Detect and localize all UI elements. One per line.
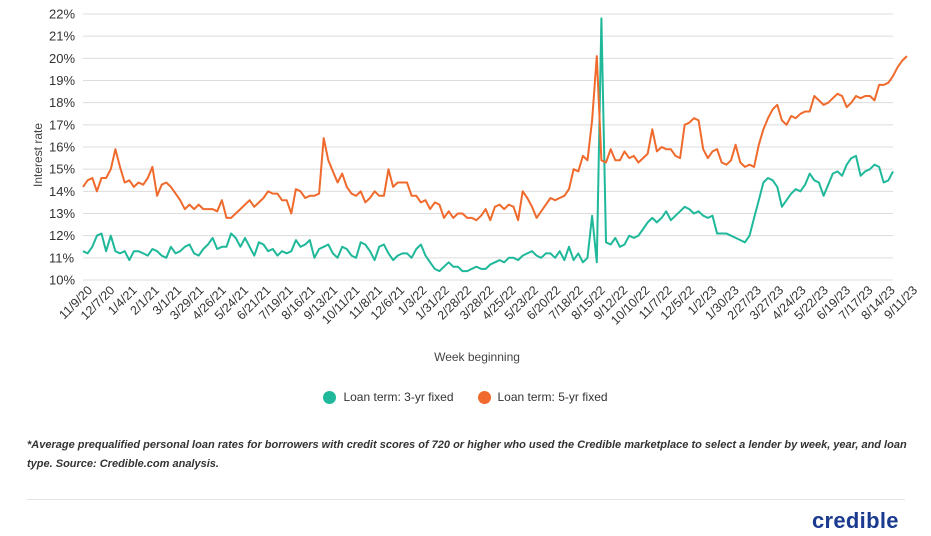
y-tick-label: 17% bbox=[49, 117, 75, 132]
y-tick-label: 18% bbox=[49, 95, 75, 110]
y-tick-label: 13% bbox=[49, 206, 75, 221]
legend-swatch-3yr bbox=[323, 390, 337, 404]
y-axis-label: Interest rate bbox=[31, 123, 45, 187]
y-tick-label: 16% bbox=[49, 140, 75, 155]
credible-logo: credible bbox=[812, 508, 899, 533]
legend-label-3yr: Loan term: 3-yr fixed bbox=[343, 390, 454, 404]
y-tick-label: 19% bbox=[49, 73, 75, 88]
series-line-3yr bbox=[82, 17, 894, 273]
y-tick-label: 15% bbox=[49, 162, 75, 177]
y-tick-label: 11% bbox=[49, 250, 74, 265]
y-tick-label: 14% bbox=[49, 184, 75, 199]
footnote: *Average prequalified personal loan rate… bbox=[27, 439, 907, 470]
y-tick-labels: 22% 21% 20% 19% 18% 17% 16% 15% 14% 13% 12% 11% 10% bbox=[49, 7, 75, 288]
x-axis-label: Week beginning bbox=[434, 350, 520, 364]
y-tick-label: 21% bbox=[49, 29, 75, 44]
legend-item-3yr[interactable]: Loan term: 3-yr fixed bbox=[323, 390, 454, 404]
legend-label-5yr: Loan term: 5-yr fixed bbox=[497, 390, 608, 404]
y-tick-label: 20% bbox=[49, 51, 75, 66]
gridlines bbox=[83, 13, 893, 281]
series-lines bbox=[82, 17, 908, 273]
legend-item-5yr[interactable]: Loan term: 5-yr fixed bbox=[477, 390, 608, 404]
series-line-5yr bbox=[82, 55, 908, 222]
divider bbox=[27, 499, 905, 500]
y-tick-label: 10% bbox=[49, 273, 75, 288]
y-tick-label: 22% bbox=[49, 7, 75, 22]
legend: Loan term: 3-yr fixed Loan term: 5-yr fi… bbox=[0, 390, 931, 404]
legend-swatch-5yr bbox=[477, 390, 491, 404]
x-tick-labels: 11/9/2012/7/201/4/212/1/213/1/213/29/214… bbox=[56, 283, 920, 327]
y-tick-label: 12% bbox=[49, 228, 75, 243]
line-chart: Interest rate Week beginning 22% 21% 20% 19… bbox=[31, 7, 920, 365]
